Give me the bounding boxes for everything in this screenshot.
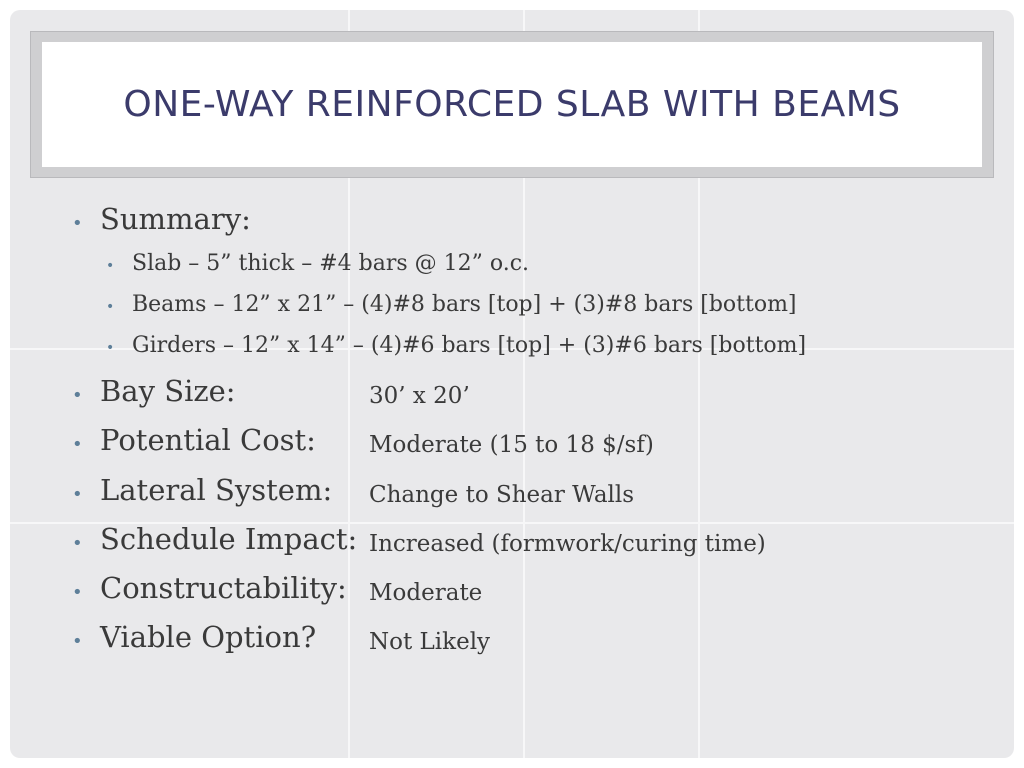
slide: One-Way Reinforced Slab with Beams • Sum…	[10, 10, 1014, 758]
bullet-summary: • Summary:	[72, 202, 251, 236]
summary-item: • Beams – 12” x 21” – (4)#8 bars [top] +…	[106, 292, 797, 317]
bullet-dot: •	[106, 299, 115, 315]
property-label: Constructability:	[100, 571, 347, 605]
summary-item-text: Beams – 12” x 21” – (4)#8 bars [top] + (…	[132, 292, 797, 317]
summary-item-text: Girders – 12” x 14” – (4)#6 bars [top] +…	[132, 333, 807, 358]
bullet-dot: •	[72, 533, 83, 554]
summary-label: Summary:	[100, 202, 251, 236]
grid-line	[10, 348, 1014, 350]
grid-line	[523, 10, 525, 758]
property-value: Not Likely	[369, 629, 491, 655]
bullet-bay-size: • Bay Size:	[72, 374, 236, 408]
bullet-dot: •	[106, 340, 115, 356]
property-label: Potential Cost:	[100, 423, 316, 457]
title-box: One-Way Reinforced Slab with Beams	[42, 42, 982, 167]
property-label: Lateral System:	[100, 473, 333, 507]
property-value: Moderate	[369, 580, 483, 606]
summary-item: • Girders – 12” x 14” – (4)#6 bars [top]…	[106, 333, 806, 358]
bullet-dot: •	[72, 631, 83, 652]
bullet-lateral-system: • Lateral System:	[72, 473, 332, 507]
bullet-dot: •	[72, 484, 83, 505]
property-label: Schedule Impact:	[100, 522, 358, 556]
slide-title: One-Way Reinforced Slab with Beams	[123, 84, 901, 125]
property-value: Increased (formwork/curing time)	[369, 531, 766, 557]
bullet-schedule-impact: • Schedule Impact:	[72, 522, 357, 556]
property-label: Bay Size:	[100, 374, 236, 408]
bullet-viable-option: • Viable Option?	[72, 620, 316, 654]
bullet-dot: •	[72, 213, 83, 234]
bullet-dot: •	[72, 385, 83, 406]
property-label: Viable Option?	[100, 620, 317, 654]
summary-item: • Slab – 5” thick – #4 bars @ 12” o.c.	[106, 251, 529, 276]
bullet-potential-cost: • Potential Cost:	[72, 423, 316, 457]
bullet-dot: •	[72, 582, 83, 603]
property-value: Change to Shear Walls	[369, 482, 635, 508]
slide-content: • Summary: • Slab – 5” thick – #4 bars @…	[10, 10, 1014, 758]
bullet-dot: •	[72, 434, 83, 455]
bullet-constructability: • Constructability:	[72, 571, 347, 605]
property-value: 30’ x 20’	[369, 383, 470, 409]
grid-line	[698, 10, 700, 758]
bullet-dot: •	[106, 258, 115, 274]
summary-item-text: Slab – 5” thick – #4 bars @ 12” o.c.	[132, 251, 530, 276]
property-value: Moderate (15 to 18 $/sf)	[369, 432, 654, 458]
grid-line	[348, 10, 350, 758]
grid-line	[10, 522, 1014, 524]
